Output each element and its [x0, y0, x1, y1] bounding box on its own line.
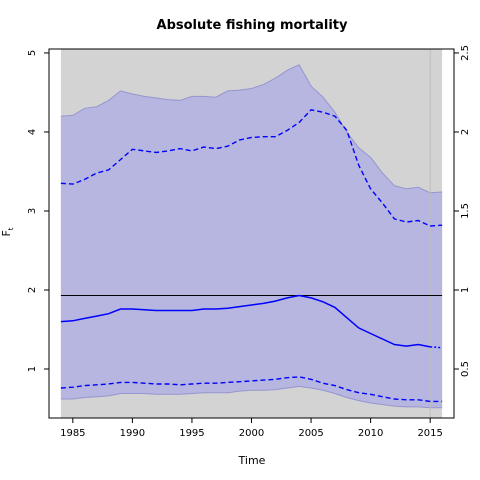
x-axis-label: Time [238, 454, 266, 467]
estimate-forecast-line [430, 346, 443, 349]
y-axis: 1 2 3 4 5 [27, 50, 49, 372]
x-tick-label: 1995 [179, 428, 204, 439]
y-axis-label: Ft [0, 227, 15, 236]
y2-tick-label: 2 [460, 129, 471, 135]
y2-tick-label: 0.5 [460, 361, 471, 377]
y-tick-label: 5 [27, 50, 38, 56]
y-tick-label: 4 [27, 129, 38, 135]
y2-tick-label: 1 [460, 287, 471, 293]
y-tick-label: 1 [27, 366, 38, 372]
y2-tick-label: 2.5 [460, 45, 471, 61]
ci-upper-edge [60, 64, 443, 194]
x-tick-label: 2015 [417, 428, 442, 439]
lower-dashed-series-line [60, 376, 443, 403]
x-tick-label: 1990 [120, 428, 145, 439]
x-tick-label: 2010 [358, 428, 383, 439]
y-tick-label: 2 [27, 287, 38, 293]
y2-tick-label: 1.5 [460, 203, 471, 219]
chart-title: Absolute fishing mortality [157, 18, 348, 33]
plot-area [48, 48, 455, 419]
x-tick-label: 2000 [239, 428, 264, 439]
x-tick-label: 1985 [60, 428, 85, 439]
upper-dashed-series-line [60, 109, 443, 227]
x-tick-label: 2005 [298, 428, 323, 439]
estimate-series-line [60, 294, 431, 348]
y2-axis: 0.5 1 1.5 2 2.5 [454, 45, 471, 377]
x-axis: 1985 1990 1995 2000 2005 2010 2015 [60, 418, 443, 439]
ci-lower-edge [60, 385, 443, 409]
ci-band [60, 64, 443, 408]
y-tick-label: 3 [27, 208, 38, 214]
